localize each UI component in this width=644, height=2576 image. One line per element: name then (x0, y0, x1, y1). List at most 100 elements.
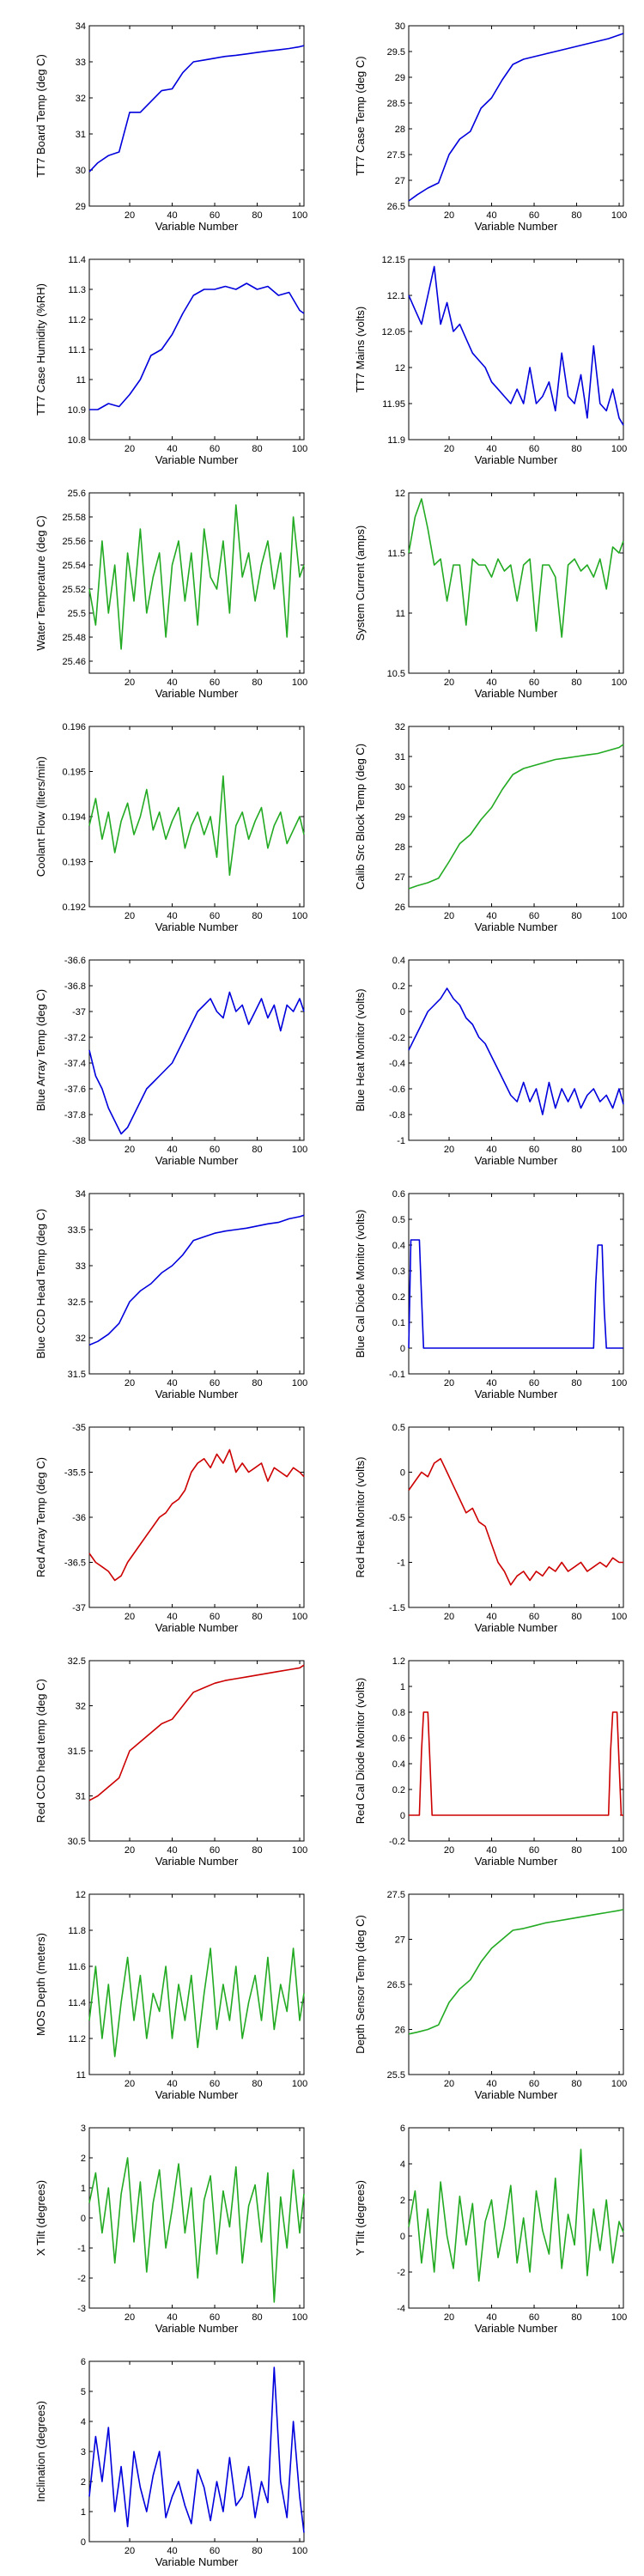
chart-svg: 20 40 60 80 100 10.8 10.9 11 11.1 11.2 11.3 11.4 Var… (34, 255, 307, 466)
x-tick-label: 40 (167, 1378, 177, 1388)
y-tick-label: 30.5 (68, 1837, 86, 1847)
y-tick-label: 32 (76, 1334, 86, 1344)
y-tick-label: -0.6 (389, 1084, 405, 1095)
x-tick-label: 40 (486, 1845, 496, 1856)
y-axis-label: TT7 Case Humidity (%RH) (34, 283, 47, 416)
x-axis-label: Variable Number (475, 2088, 558, 2101)
plot-frame (408, 1893, 624, 2075)
y-axis-label: Depth Sensor Temp (deg C) (354, 1915, 367, 2054)
y-tick-label: 11 (76, 375, 86, 386)
y-tick-label: -1.5 (389, 1603, 405, 1613)
x-tick-label: 20 (444, 210, 454, 221)
y-tick-label: 33 (76, 58, 86, 68)
y-tick-label: 25.58 (62, 513, 86, 523)
plot-frame (88, 726, 305, 908)
y-tick-label: 11.95 (382, 399, 405, 410)
plot-frame (88, 959, 305, 1141)
x-tick-label: 20 (444, 1378, 454, 1388)
plot-frame (88, 1426, 305, 1608)
x-tick-label: 80 (571, 210, 581, 221)
x-tick-label: 40 (167, 1845, 177, 1856)
x-tick-label: 100 (292, 210, 307, 221)
x-tick-label: 40 (167, 911, 177, 921)
chart-panel-21: 20 40 60 80 100 0 1 2 3 4 5 6 Variable Number Inclina… (10, 2351, 314, 2574)
series-line (88, 1214, 305, 1346)
chart-svg: 20 40 60 80 100 -37 -36.5 -36 -35.5 -35 Variable N… (34, 1423, 307, 1634)
plot-frame (408, 25, 624, 207)
x-tick-label: 100 (292, 1845, 307, 1856)
x-axis-label: Variable Number (475, 1154, 558, 1167)
y-tick-label: 31 (76, 1792, 86, 1802)
chart-panel-5: 20 40 60 80 100 25.46 25.48 25.5 25.52 25.54 25.56… (10, 483, 314, 706)
x-tick-label: 20 (125, 2546, 135, 2556)
x-axis-label: Variable Number (155, 2088, 239, 2101)
y-tick-label: 6 (400, 2123, 405, 2134)
y-tick-label: -35 (72, 1423, 86, 1433)
chart-panel-1: 20 40 60 80 100 29 30 31 32 33 34 Variable Number TT… (10, 15, 314, 239)
y-tick-label: 0.196 (62, 722, 86, 732)
plot-frame (408, 258, 624, 440)
series-line (88, 45, 305, 173)
x-tick-label: 100 (611, 210, 627, 221)
x-tick-label: 80 (571, 2079, 581, 2089)
x-tick-label: 100 (292, 1145, 307, 1155)
x-tick-label: 20 (125, 1845, 135, 1856)
x-tick-label: 40 (167, 2312, 177, 2323)
x-tick-label: 80 (252, 210, 262, 221)
y-tick-label: 0 (400, 1468, 405, 1479)
plot-frame (88, 2360, 305, 2543)
chart-svg: 20 40 60 80 100 31.5 32 32.5 33 33.5 34 Variable Nu… (34, 1189, 307, 1400)
y-tick-label: 11.4 (68, 1998, 86, 2008)
x-axis-label: Variable Number (155, 1388, 239, 1400)
y-tick-label: -36.6 (64, 956, 86, 966)
y-tick-label: -37 (72, 1603, 86, 1613)
x-tick-label: 60 (210, 1378, 220, 1388)
y-axis-label: Blue Array Temp (deg C) (34, 989, 47, 1111)
y-tick-label: 28 (395, 842, 405, 853)
plot-frame (408, 726, 624, 908)
x-tick-label: 80 (252, 1845, 262, 1856)
chart-svg: 20 40 60 80 100 -3 -2 -1 0 1 2 3 Variable Number X Ti… (34, 2123, 307, 2335)
y-tick-label: 25.56 (62, 537, 86, 547)
x-tick-label: 100 (611, 1378, 627, 1388)
chart-panel-10: 20 40 60 80 100 -1 -0.8 -0.6 -0.4 -0.2 0 0.2 0.4 Vari… (330, 950, 634, 1173)
chart-svg: 20 40 60 80 100 30.5 31 31.5 32 32.5 Variable Numb… (34, 1656, 307, 1868)
series-line (408, 1909, 624, 2035)
x-tick-label: 20 (125, 1612, 135, 1622)
y-tick-label: 26 (395, 2026, 405, 2036)
y-tick-label: 10.8 (68, 435, 86, 446)
y-tick-label: 11.1 (68, 345, 86, 355)
y-tick-label: -36 (72, 1513, 86, 1523)
x-tick-label: 20 (444, 1145, 454, 1155)
x-tick-label: 100 (292, 911, 307, 921)
x-tick-label: 20 (444, 2079, 454, 2089)
x-tick-label: 40 (486, 444, 496, 454)
x-tick-label: 60 (529, 1612, 539, 1622)
x-axis-label: Variable Number (155, 2322, 239, 2335)
y-axis-label: X Tilt (degrees) (34, 2180, 47, 2256)
y-tick-label: 3 (81, 2123, 86, 2134)
y-tick-label: 1.2 (392, 1656, 405, 1667)
y-tick-label: 0.6 (392, 1734, 405, 1744)
y-tick-label: 0.6 (392, 1189, 405, 1200)
x-tick-label: 40 (167, 2079, 177, 2089)
x-tick-label: 80 (571, 911, 581, 921)
y-tick-label: 0.8 (392, 1708, 405, 1718)
y-tick-label: 12.15 (381, 255, 405, 265)
x-tick-label: 80 (252, 677, 262, 688)
x-tick-label: 100 (611, 677, 627, 688)
series-line (408, 2148, 624, 2282)
chart-svg: 20 40 60 80 100 25.5 26 26.5 27 27.5 Variable Numb… (354, 1890, 627, 2101)
y-axis-label: MOS Depth (meters) (34, 1933, 47, 2036)
x-tick-label: 40 (167, 1612, 177, 1622)
y-tick-label: -0.2 (389, 1837, 405, 1847)
y-tick-label: 10.5 (387, 669, 405, 679)
y-tick-label: 25.52 (62, 585, 86, 595)
x-axis-label: Variable Number (475, 687, 558, 700)
x-tick-label: 60 (210, 2546, 220, 2556)
y-tick-label: -3 (77, 2304, 86, 2314)
series-line (88, 2366, 305, 2533)
x-axis-label: Variable Number (155, 2555, 239, 2568)
x-tick-label: 60 (210, 1612, 220, 1622)
x-tick-label: 40 (486, 677, 496, 688)
